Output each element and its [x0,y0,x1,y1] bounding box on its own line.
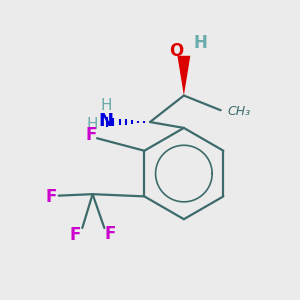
Text: CH₃: CH₃ [227,105,250,118]
Text: F: F [69,226,81,244]
Text: F: F [105,225,116,243]
Text: O: O [169,42,184,60]
Text: H: H [86,118,98,133]
Text: F: F [46,188,57,206]
Polygon shape [177,56,190,95]
Text: H: H [100,98,112,113]
Text: H: H [193,34,207,52]
Text: F: F [85,126,97,144]
Text: N: N [98,112,113,130]
